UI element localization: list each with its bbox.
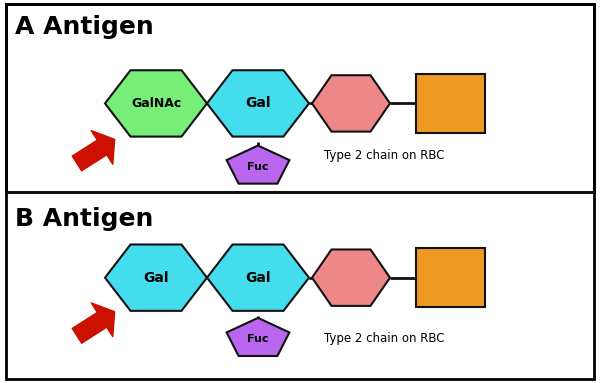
Polygon shape [312,75,390,132]
Text: GalNAc: GalNAc [131,97,181,110]
Text: Type 2 chain on RBC: Type 2 chain on RBC [324,149,445,162]
Text: Gal: Gal [143,271,169,285]
Text: Type 2 chain on RBC: Type 2 chain on RBC [324,332,445,345]
FancyBboxPatch shape [415,248,485,307]
Polygon shape [207,70,309,137]
Polygon shape [105,244,207,311]
Polygon shape [312,249,390,306]
Text: Fuc: Fuc [247,334,269,344]
Polygon shape [227,318,289,356]
FancyBboxPatch shape [415,74,485,133]
Text: Fuc: Fuc [247,162,269,172]
Text: Gal: Gal [245,271,271,285]
Polygon shape [105,70,207,137]
Polygon shape [227,146,289,183]
Text: A Antigen: A Antigen [15,15,154,39]
Text: Gal: Gal [245,97,271,110]
Polygon shape [207,244,309,311]
Text: B Antigen: B Antigen [15,207,154,231]
